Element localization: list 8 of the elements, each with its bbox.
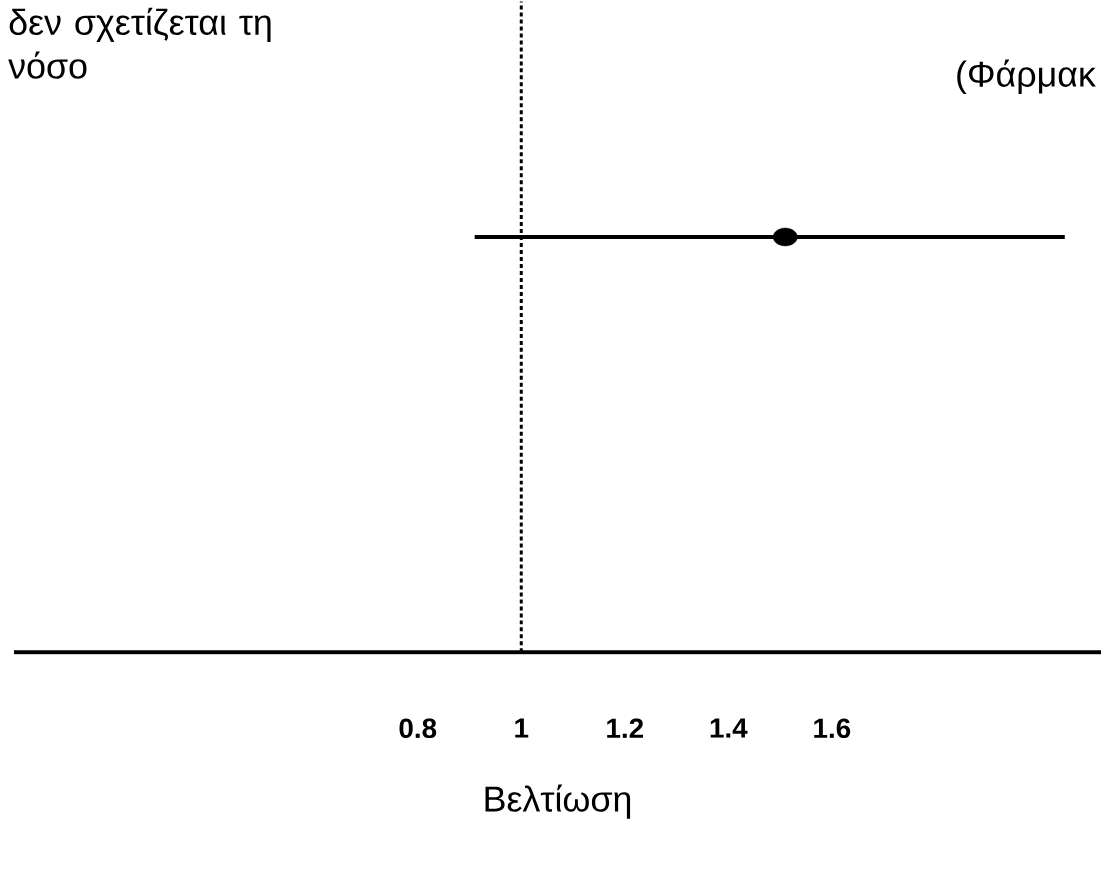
x-tick-label: 1.4 <box>710 718 748 738</box>
x-tick-label: 1.6 <box>814 718 851 739</box>
x-axis-title: Βελτίωση <box>485 784 631 819</box>
x-tick-label: 1 <box>515 718 529 738</box>
x-tick-label: 1.2 <box>607 718 644 738</box>
annotation: (Φάρμακ <box>957 59 1096 95</box>
annotation: δεν σχετίζεται τη νόσο <box>8 7 271 79</box>
x-tick-label: 0.8 <box>399 718 437 739</box>
